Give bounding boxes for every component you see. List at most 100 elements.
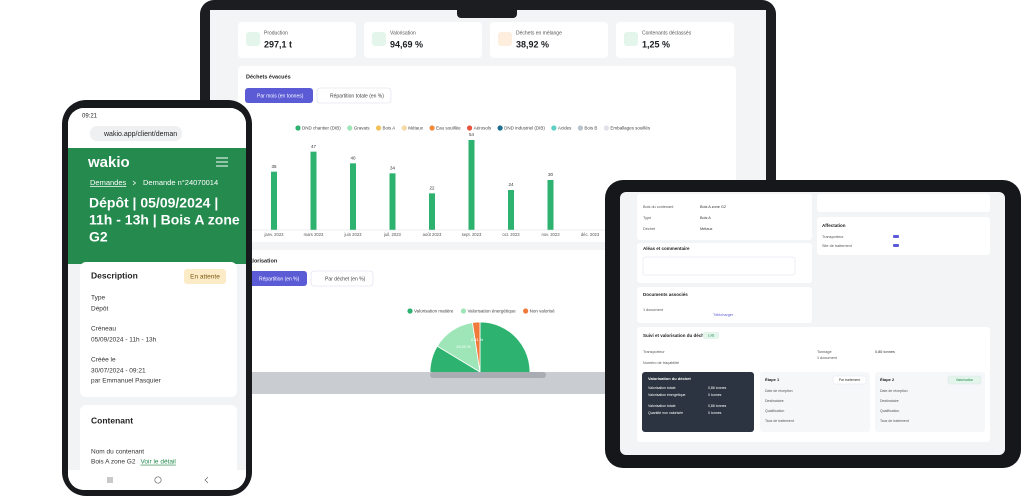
breadcrumb-link: Demandes (90, 178, 127, 187)
dark-box (642, 372, 754, 432)
kpi-icon (372, 32, 386, 46)
dark-value: 0,86 tonnes (708, 404, 727, 408)
dark-label: Valorisation énergétique (648, 393, 686, 397)
kpi-card (616, 22, 734, 58)
field-value: 30/07/2024 - 09:21 (91, 368, 146, 375)
bar (310, 151, 317, 230)
kpi-value: 94,69 % (390, 39, 423, 49)
card-title: Description (91, 270, 138, 280)
step-badge (947, 375, 982, 385)
row-link (893, 244, 899, 247)
legend-label: Bois B (584, 126, 597, 131)
legend-swatch (466, 125, 473, 131)
url-bar (90, 126, 182, 141)
kpi-card (364, 22, 482, 58)
nav-icon (154, 476, 162, 484)
row-value: Métaux (700, 227, 713, 231)
x-tick-label: déc. 2023 (581, 232, 600, 237)
field-value: Dépôt (91, 306, 109, 313)
field-label: Type (91, 295, 105, 302)
field-value: Bois A zone G2 (91, 459, 136, 466)
kpi-icon (498, 32, 512, 46)
row-value: Bois A (700, 216, 711, 220)
status-badge-text: En attente (190, 274, 220, 281)
x-tick-label: juin 2023 (344, 232, 363, 237)
kpi-label: Valorisation (390, 30, 416, 36)
row-label: Tonnage (817, 350, 832, 354)
bar-value-label: 47 (311, 144, 317, 149)
row-label: Bois du contenant (643, 205, 674, 209)
row-label: Transporteur (822, 235, 844, 239)
bar-value-label: 24 (508, 182, 514, 187)
page-title: G2 (89, 229, 108, 245)
card (817, 194, 990, 212)
row-value: Bois A zone G2 (700, 205, 726, 209)
card-title: Documents associés (643, 292, 688, 297)
row-label: 1 document (643, 308, 664, 312)
header (68, 148, 246, 264)
phone-content: 09:21 wakio.app/client/deman wakio Demandes… (68, 108, 246, 490)
bar-value-label: 54 (469, 132, 475, 137)
bar (468, 140, 475, 230)
row-label: Type (643, 216, 651, 220)
pie-value-label: 2,41 % (471, 337, 484, 342)
legend-swatch (460, 308, 467, 314)
doc-link[interactable]: Télécharger (713, 313, 734, 317)
x-tick-label: juil. 2023 (383, 232, 401, 237)
legend-label: DND chantier (DIB) (302, 126, 341, 131)
detail-link[interactable]: Voir le détail (140, 459, 176, 466)
bar (429, 193, 435, 230)
bar-value-label: 30 (548, 172, 554, 177)
badge (703, 332, 719, 339)
badge-text: Lots (708, 333, 715, 337)
step-badge-text: Par traitement (839, 378, 860, 382)
step-badge (832, 375, 867, 385)
url: wakio.app/client/deman (103, 131, 177, 138)
breadcrumb-current: Demande n°24070014 (143, 178, 218, 187)
description-card (80, 262, 237, 397)
legend-label: Eau souillée (436, 126, 461, 131)
kpi-icon (624, 32, 638, 46)
dark-label: Valorisation totale (648, 404, 676, 408)
legend-label: Aérosols (474, 126, 492, 131)
step-title: Étape 1 (765, 377, 780, 382)
x-tick-label: oct. 2023 (502, 232, 520, 237)
tab (310, 270, 374, 287)
container-card (80, 405, 237, 475)
card (637, 287, 812, 323)
row-label: Destinataire (765, 399, 784, 403)
card (817, 217, 990, 255)
row-link (893, 235, 899, 238)
legend-swatch (429, 125, 435, 131)
legend-label: Gravats (354, 126, 371, 131)
tab-active (245, 88, 313, 103)
legend-swatch (295, 125, 301, 131)
comment-input (642, 256, 796, 276)
legend-label: Métaux (408, 126, 424, 131)
legend-swatch (347, 125, 353, 131)
x-tick-label: nov. 2023 (541, 232, 560, 237)
x-tick-label: sept. 2023 (462, 232, 482, 237)
nav-bar (68, 470, 246, 490)
legend-label: Emballages souillés (610, 126, 651, 131)
field-value: 05/09/2024 - 11h - 13h (91, 337, 157, 344)
row-label: Numéro de traçabilité (643, 361, 679, 365)
page-title: Dépôt | 05/09/2024 | (89, 195, 218, 211)
card-title: Aléas et commentaire (643, 246, 690, 251)
step-box (875, 372, 985, 432)
section-title: Déchets évacués (246, 74, 291, 80)
legend-swatch (375, 125, 382, 131)
legend-label: Non valorisé (530, 309, 556, 314)
pie-slice (472, 321, 481, 372)
row-label: Site de traitement (822, 244, 853, 248)
step-box (760, 372, 870, 432)
status-badge (184, 269, 226, 284)
dark-title: Valorisation du déchet (648, 376, 691, 381)
dark-value: 0 tonnes (708, 411, 722, 415)
bar (350, 163, 356, 230)
tab-active (245, 271, 307, 286)
bar (271, 171, 277, 230)
bar-value-label: 35 (271, 164, 277, 169)
card-title: Suivi et valorisation du déchet (643, 333, 709, 338)
